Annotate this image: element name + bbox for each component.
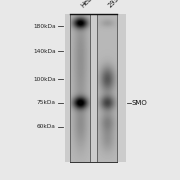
Text: 140kDa: 140kDa — [33, 49, 56, 54]
Text: 60kDa: 60kDa — [37, 124, 56, 129]
Bar — [97, 14, 118, 162]
Text: 293T: 293T — [107, 0, 123, 9]
Bar — [70, 14, 91, 162]
Text: SMO: SMO — [131, 100, 147, 106]
Bar — [65, 14, 126, 162]
Text: HeLa: HeLa — [80, 0, 96, 9]
Text: 180kDa: 180kDa — [33, 24, 56, 29]
Text: 100kDa: 100kDa — [33, 77, 56, 82]
Text: 75kDa: 75kDa — [37, 100, 56, 105]
